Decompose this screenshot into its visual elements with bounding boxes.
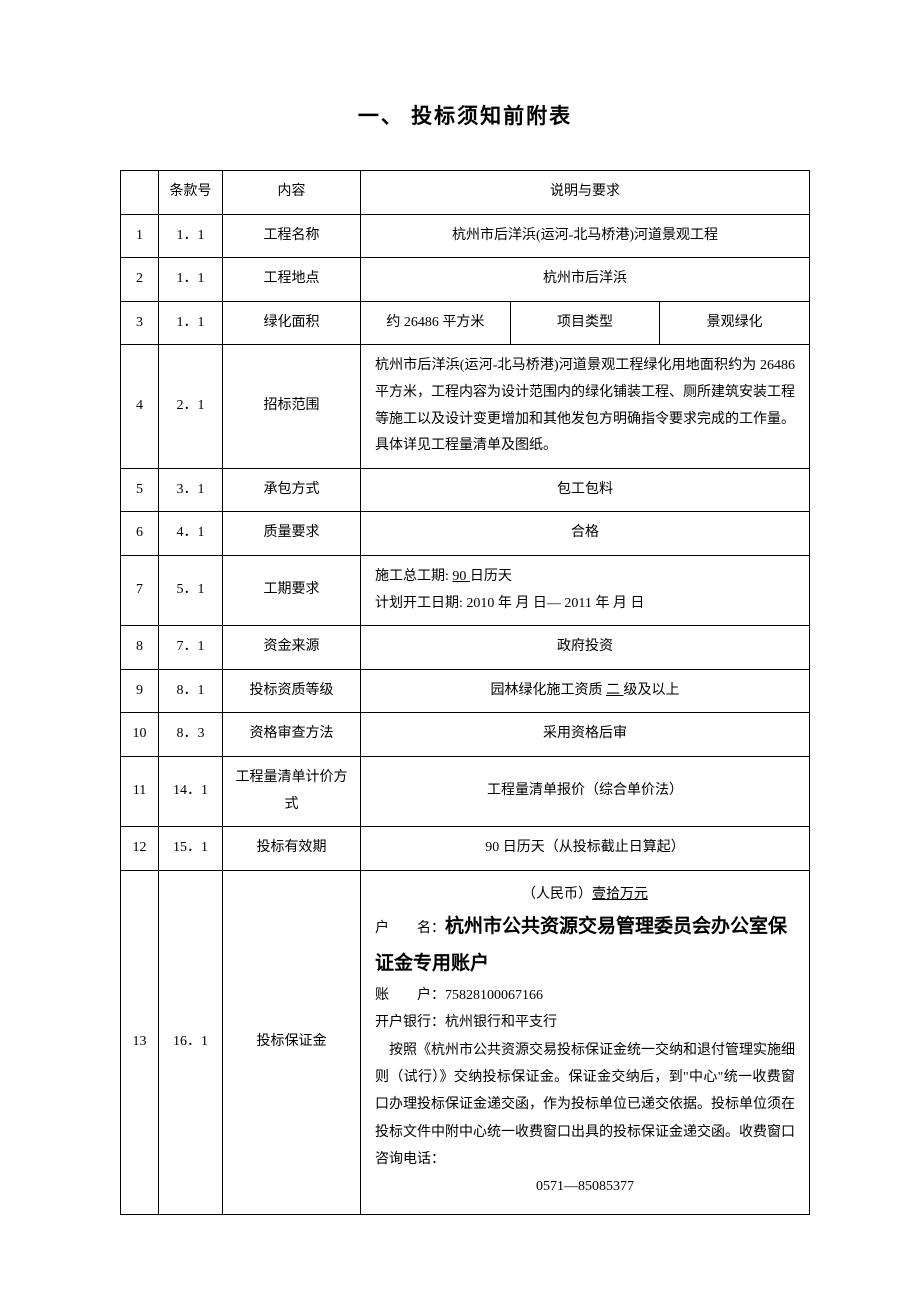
- deposit-currency-line: （人民币）壹拾万元: [375, 881, 795, 908]
- table-header-row: 条款号 内容 说明与要求: [121, 171, 810, 215]
- bank-row: 开户银行：杭州银行和平支行: [375, 1009, 795, 1036]
- header-clause: 条款号: [159, 171, 223, 215]
- cell-content: 招标范围: [223, 345, 361, 468]
- area-prefix: 约: [386, 315, 404, 330]
- table-row: 4 2．1 招标范围 杭州市后洋浜(运河-北马桥港)河道景观工程绿化用地面积约为…: [121, 345, 810, 468]
- cell-clause: 1．1: [159, 301, 223, 345]
- cell-clause: 8．3: [159, 713, 223, 757]
- deposit-phone: 0571—85085377: [375, 1173, 795, 1200]
- cell-desc: 采用资格后审: [361, 713, 810, 757]
- deposit-body: 按照《杭州市公共资源交易投标保证金统一交纳和退付管理实施细则（试行）》交纳投标保…: [375, 1037, 795, 1173]
- cell-content: 工期要求: [223, 555, 361, 625]
- cell-content: 投标有效期: [223, 827, 361, 871]
- table-row: 7 5．1 工期要求 施工总工期: 90 日历天 计划开工日期: 2010 年 …: [121, 555, 810, 625]
- account-no-row: 账 户：75828100067166: [375, 982, 795, 1009]
- cell-clause: 2．1: [159, 345, 223, 468]
- cell-num: 7: [121, 555, 159, 625]
- cell-num: 3: [121, 301, 159, 345]
- table-row: 11 14．1 工程量清单计价方式 工程量清单报价（综合单价法）: [121, 756, 810, 826]
- schedule-line-1: 施工总工期: 90 日历天: [375, 564, 795, 591]
- cell-num: 4: [121, 345, 159, 468]
- cell-content: 投标保证金: [223, 870, 361, 1215]
- header-content: 内容: [223, 171, 361, 215]
- account-name-row: 户 名：杭州市公共资源交易管理委员会办公室保证金专用账户: [375, 908, 795, 982]
- cell-clause: 15．1: [159, 827, 223, 871]
- bank-name: 杭州银行和平支行: [445, 1015, 557, 1030]
- cell-content: 绿化面积: [223, 301, 361, 345]
- cell-project-type-label: 项目类型: [510, 301, 660, 345]
- cell-clause: 3．1: [159, 468, 223, 512]
- cell-content: 资格审查方法: [223, 713, 361, 757]
- cell-num: 12: [121, 827, 159, 871]
- currency-prefix: （人民币）: [522, 887, 592, 902]
- cell-content: 投标资质等级: [223, 669, 361, 713]
- cell-content: 工程地点: [223, 258, 361, 302]
- cell-desc: 90 日历天（从投标截止日算起）: [361, 827, 810, 871]
- cell-desc: 包工包料: [361, 468, 810, 512]
- header-num: [121, 171, 159, 215]
- cell-clause: 16．1: [159, 870, 223, 1215]
- cell-num: 10: [121, 713, 159, 757]
- cell-clause: 5．1: [159, 555, 223, 625]
- cell-num: 9: [121, 669, 159, 713]
- table-row: 9 8．1 投标资质等级 园林绿化施工资质 二 级及以上: [121, 669, 810, 713]
- qualification-level: 二: [606, 683, 624, 698]
- cell-num: 13: [121, 870, 159, 1215]
- deposit-amount: 壹拾万元: [592, 887, 648, 902]
- cell-content: 资金来源: [223, 626, 361, 670]
- cell-clause: 8．1: [159, 669, 223, 713]
- cell-desc: 园林绿化施工资质 二 级及以上: [361, 669, 810, 713]
- table-row: 3 1．1 绿化面积 约 26486 平方米 项目类型 景观绿化: [121, 301, 810, 345]
- cell-project-type-value: 景观绿化: [660, 301, 810, 345]
- cell-num: 2: [121, 258, 159, 302]
- schedule-suffix: 日历天: [470, 569, 512, 584]
- cell-area: 约 26486 平方米: [361, 301, 511, 345]
- bid-notice-table: 条款号 内容 说明与要求 1 1．1 工程名称 杭州市后洋浜(运河-北马桥港)河…: [120, 170, 810, 1215]
- table-row: 2 1．1 工程地点 杭州市后洋浜: [121, 258, 810, 302]
- table-row: 12 15．1 投标有效期 90 日历天（从投标截止日算起）: [121, 827, 810, 871]
- cell-num: 6: [121, 512, 159, 556]
- cell-desc: 杭州市后洋浜(运河-北马桥港)河道景观工程: [361, 214, 810, 258]
- schedule-line-2: 计划开工日期: 2010 年 月 日— 2011 年 月 日: [375, 591, 795, 618]
- area-value: 26486 平方米: [404, 315, 485, 330]
- cell-desc: 杭州市后洋浜: [361, 258, 810, 302]
- account-no-label: 账 户：: [375, 988, 445, 1003]
- header-desc: 说明与要求: [361, 171, 810, 215]
- cell-desc: 政府投资: [361, 626, 810, 670]
- table-row: 8 7．1 资金来源 政府投资: [121, 626, 810, 670]
- table-row: 1 1．1 工程名称 杭州市后洋浜(运河-北马桥港)河道景观工程: [121, 214, 810, 258]
- cell-desc: 杭州市后洋浜(运河-北马桥港)河道景观工程绿化用地面积约为 26486 平方米，…: [361, 345, 810, 468]
- table-row: 13 16．1 投标保证金 （人民币）壹拾万元 户 名：杭州市公共资源交易管理委…: [121, 870, 810, 1215]
- cell-clause: 7．1: [159, 626, 223, 670]
- cell-num: 1: [121, 214, 159, 258]
- schedule-prefix: 施工总工期:: [375, 569, 452, 584]
- cell-num: 11: [121, 756, 159, 826]
- cell-content: 质量要求: [223, 512, 361, 556]
- document-title: 一、 投标须知前附表: [120, 100, 810, 130]
- cell-desc: 工程量清单报价（综合单价法）: [361, 756, 810, 826]
- account-no-value: 75828100067166: [445, 988, 543, 1003]
- cell-num: 8: [121, 626, 159, 670]
- schedule-duration: 90: [452, 569, 470, 584]
- cell-deposit: （人民币）壹拾万元 户 名：杭州市公共资源交易管理委员会办公室保证金专用账户 账…: [361, 870, 810, 1215]
- qualification-prefix: 园林绿化施工资质: [491, 683, 607, 698]
- cell-desc: 施工总工期: 90 日历天 计划开工日期: 2010 年 月 日— 2011 年…: [361, 555, 810, 625]
- table-row: 10 8．3 资格审查方法 采用资格后审: [121, 713, 810, 757]
- account-name-label: 户 名：: [375, 921, 445, 936]
- table-row: 5 3．1 承包方式 包工包料: [121, 468, 810, 512]
- bank-label: 开户银行：: [375, 1015, 445, 1030]
- cell-clause: 1．1: [159, 214, 223, 258]
- cell-desc: 合格: [361, 512, 810, 556]
- cell-clause: 4．1: [159, 512, 223, 556]
- cell-clause: 14．1: [159, 756, 223, 826]
- cell-content: 工程量清单计价方式: [223, 756, 361, 826]
- cell-num: 5: [121, 468, 159, 512]
- qualification-suffix: 级及以上: [624, 683, 680, 698]
- cell-content: 承包方式: [223, 468, 361, 512]
- cell-clause: 1．1: [159, 258, 223, 302]
- cell-content: 工程名称: [223, 214, 361, 258]
- table-row: 6 4．1 质量要求 合格: [121, 512, 810, 556]
